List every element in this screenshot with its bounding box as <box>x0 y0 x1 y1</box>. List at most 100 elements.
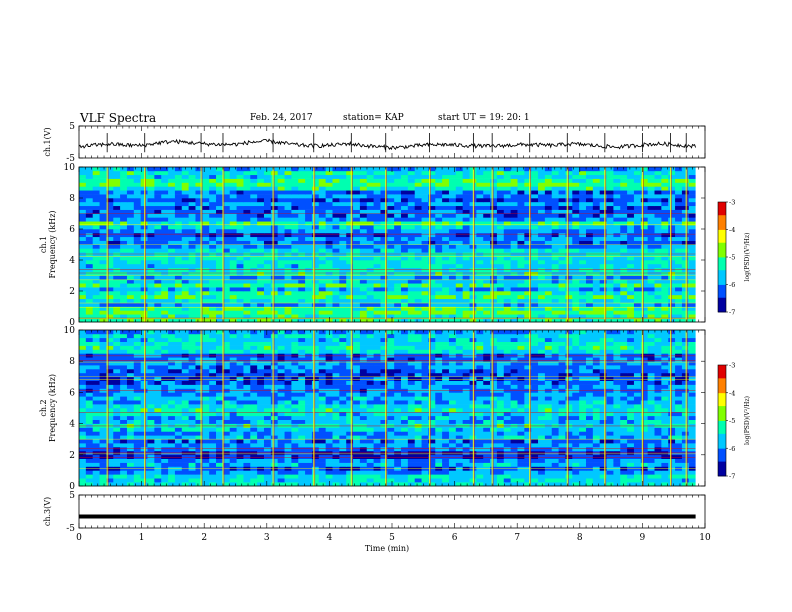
ch1-spectrogram-cell <box>517 170 525 176</box>
ch1-spectrogram-cell <box>524 198 532 203</box>
ch1-spectrogram-cell <box>510 302 518 307</box>
ch1-spectrogram-cell <box>620 198 628 203</box>
ch1-spectrogram-cell <box>606 221 614 226</box>
ch1-spectrogram-cell <box>524 182 532 187</box>
ch2-spectrogram-cell <box>318 450 327 456</box>
ch2-spectrogram-cell <box>633 447 642 452</box>
ch2-spectrogram-cell <box>311 454 320 459</box>
ch2-spectrogram-cell <box>195 439 203 444</box>
ch1-spectrogram-cell <box>640 248 649 253</box>
ch1-spectrogram-cell <box>113 275 121 280</box>
ch1-spectrogram-cell <box>661 302 669 307</box>
ch2-spectrogram-cell <box>161 427 169 432</box>
ch1-spectrogram-cell <box>613 170 621 176</box>
ch2-spectrogram-cell <box>579 447 587 452</box>
ch2-spectrogram-cell <box>448 439 457 444</box>
ch1-spectrogram-cell <box>462 256 470 261</box>
ch1-spectrogram-cell <box>222 271 231 276</box>
ch1-spectrogram-cell <box>544 229 553 234</box>
ch1-spectrogram-cell <box>633 287 642 292</box>
ch1-spectrogram-cell <box>359 178 368 183</box>
ch1-spectrogram-cell <box>627 275 635 280</box>
ch1-spectrogram-cell <box>503 294 512 300</box>
ch1-spectrogram-cell <box>311 178 320 183</box>
ch1-spectrogram-cell <box>633 279 642 284</box>
ch2-spectrogram-cell <box>661 447 669 452</box>
ch2-spectrogram-cell <box>291 474 299 479</box>
ch1-spectrogram-cell <box>592 291 601 296</box>
ch2-spectrogram-cell <box>346 443 354 448</box>
ch2-spectrogram-cell <box>133 478 142 483</box>
ch1-spectrogram-cell <box>188 225 196 230</box>
ch1-spectrogram-cell <box>325 263 333 269</box>
ch1-spectrogram-cell <box>243 302 251 307</box>
ch1-spectrogram-cell <box>325 209 333 214</box>
ch1-spectrogram-cell <box>579 190 587 195</box>
ch1-spectrogram-cell <box>510 225 518 230</box>
ch2-spectrogram-cell <box>675 443 683 448</box>
ch1-spectrogram-cell <box>565 182 573 187</box>
ch1-spectrogram-cell <box>606 306 614 311</box>
ch1-spectrogram-cell <box>380 170 388 176</box>
ch1-spectrogram-cell <box>291 256 299 261</box>
ch2-spectrogram-cell <box>681 447 690 452</box>
ch1-spectrogram-cell <box>579 252 587 257</box>
ch1-spectrogram-cell <box>99 205 107 210</box>
ch2-spectrogram-cell <box>154 450 162 456</box>
ch2-spectrogram-cell <box>613 470 621 475</box>
ch2-spectrogram-cell <box>257 450 265 456</box>
ch1-spectrogram-cell <box>250 287 258 292</box>
ch1-spectrogram-cell <box>79 306 87 311</box>
ch1-spectrogram-cell <box>510 314 518 319</box>
ch1-spectrogram-cell <box>250 170 258 176</box>
ch1-spectrogram-cell <box>517 190 525 195</box>
ch1-spectrogram-cell <box>647 263 655 269</box>
ch2-spectrogram-cell <box>503 439 512 444</box>
ch2-spectrogram-cell <box>250 462 258 467</box>
ch2-spectrogram-cell <box>558 470 566 475</box>
ch1-spectrogram-cell <box>366 283 374 288</box>
ch1-spectrogram-cell <box>250 209 258 214</box>
ch2-spectrogram-cell <box>353 447 361 452</box>
ch1-spectrogram-cell <box>620 260 628 265</box>
ch1-spectrogram-cell <box>599 279 607 284</box>
ch2-spectrogram-cell <box>120 454 128 459</box>
ch1-spectrogram-cell <box>154 294 162 300</box>
ch1-spectrogram-cell <box>325 240 333 245</box>
ch1-spectrogram-cell <box>168 232 176 238</box>
ch2-spectrogram-cell <box>448 462 457 467</box>
ch1-spectrogram-cell <box>229 174 237 179</box>
ch1-spectrogram-cell <box>236 279 244 284</box>
ch1-spectrogram-cell <box>606 225 614 230</box>
ch1-spectrogram-cell <box>647 170 655 176</box>
ch1-spectrogram-cell <box>373 298 381 303</box>
ch1-spectrogram-cell <box>120 283 128 288</box>
ch1-spectrogram-cell <box>394 190 402 195</box>
ch1-spectrogram-cell <box>455 178 464 183</box>
ch1-spectrogram-cell <box>380 260 388 265</box>
ch2-spectrogram-cell <box>332 474 340 479</box>
ch1-spectrogram-cell <box>277 217 285 222</box>
ch2-spectrogram-cell <box>654 482 662 487</box>
ch1-spectrogram-cell <box>277 310 285 315</box>
ch1-spectrogram-cell <box>633 225 642 230</box>
ch1-spectrogram-cell <box>298 232 306 238</box>
ch1-spectrogram-cell <box>79 182 87 187</box>
ch1-spectrogram-cell <box>236 252 244 257</box>
ch1-spectrogram-cell <box>222 232 231 238</box>
ch2-spectrogram-cell <box>174 454 183 459</box>
ch2-spectrogram-cell <box>654 443 662 448</box>
ch1-spectrogram-cell <box>92 182 100 187</box>
ch1-spectrogram-cell <box>291 248 299 253</box>
ch1-spectrogram-cell <box>85 217 94 222</box>
ch2-spectrogram-cell <box>544 450 553 456</box>
ch2-spectrogram-cell <box>455 474 464 479</box>
ch2-spectrogram-cell <box>120 450 128 456</box>
ch1-spectrogram-cell <box>592 182 601 187</box>
ch1-spectrogram-cell <box>250 229 258 234</box>
ch1-spectrogram-cell <box>647 279 655 284</box>
ch1-spectrogram-cell <box>263 275 272 280</box>
ch2-spectrogram-cell <box>428 431 436 436</box>
ch1-spectrogram-cell <box>353 275 361 280</box>
ch1-spectrogram-cell <box>236 244 244 249</box>
